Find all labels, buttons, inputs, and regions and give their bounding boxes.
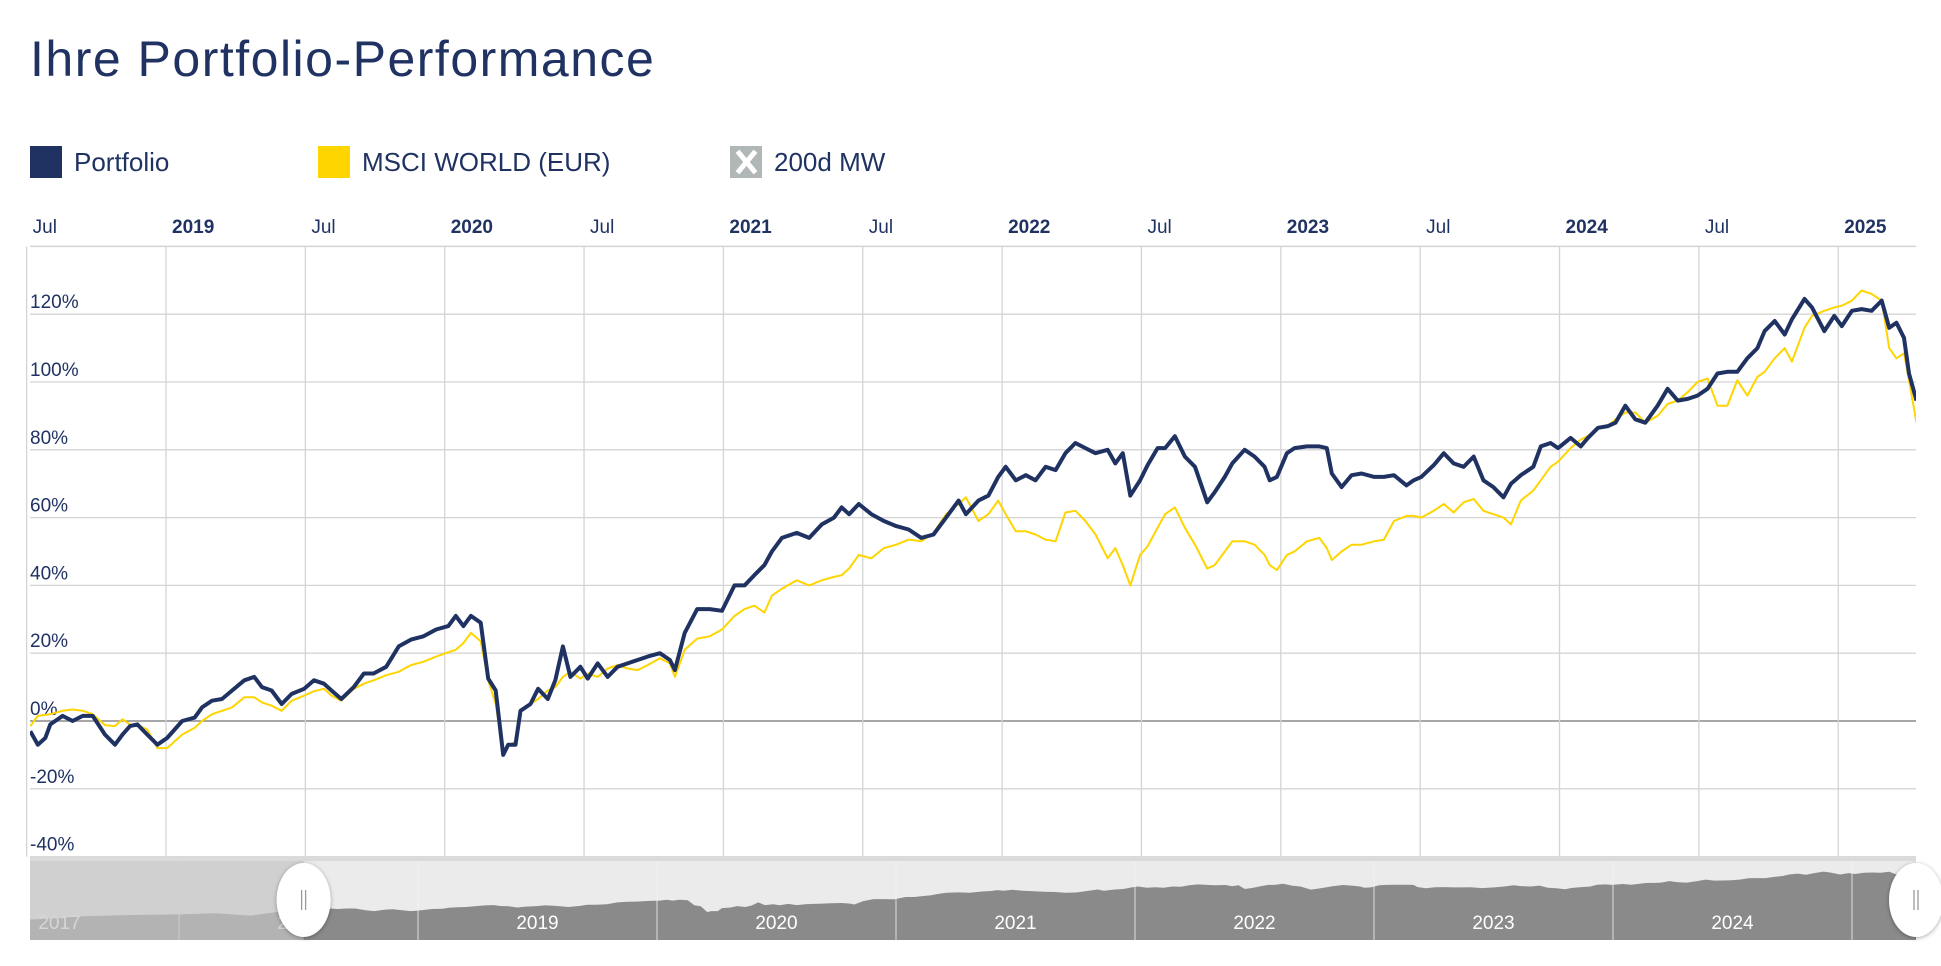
legend-item-portfolio[interactable]: Portfolio xyxy=(30,146,169,178)
navigator-year-label: 2021 xyxy=(994,913,1036,934)
msci-swatch-icon xyxy=(318,146,350,178)
legend-label: MSCI WORLD (EUR) xyxy=(362,146,611,177)
x-tick-label: 2022 xyxy=(1008,217,1050,238)
y-tick-label: 40% xyxy=(30,563,68,584)
x-axis: Jul 2019 Jul 2020 Jul 2021 Jul 2022 Jul 2023 Jul 20… xyxy=(33,217,1887,238)
page-title: Ihre Portfolio-Performance xyxy=(30,31,656,87)
y-axis: 120% 100% 80% 60% 40% 20% 0% -20% -40% xyxy=(30,292,79,855)
grid xyxy=(25,245,1916,858)
x-tick-label: Jul xyxy=(1147,217,1171,238)
disabled-x-icon xyxy=(730,146,762,178)
x-tick-label: Jul xyxy=(869,217,893,238)
x-tick-label: Jul xyxy=(33,217,57,238)
navigator-year-label: 2019 xyxy=(516,913,558,934)
navigator-area xyxy=(30,871,1916,940)
x-tick-label: 2024 xyxy=(1566,217,1609,238)
y-tick-label: 0% xyxy=(30,699,58,720)
navigator[interactable]: 20172018201920202021202220232024 xyxy=(30,856,1941,940)
x-tick-label: Jul xyxy=(311,217,335,238)
legend-label: Portfolio xyxy=(74,146,170,177)
y-tick-label: 100% xyxy=(30,360,79,381)
legend-item-msci-world[interactable]: MSCI WORLD (EUR) xyxy=(318,146,610,178)
handle-knob[interactable] xyxy=(276,863,331,937)
legend-item-200d-mw[interactable]: 200d MW xyxy=(730,146,885,178)
y-tick-label: 80% xyxy=(30,428,68,449)
navigator-year-label: 2023 xyxy=(1472,913,1514,934)
y-tick-label: 120% xyxy=(30,292,79,313)
handle-knob[interactable] xyxy=(1889,863,1941,937)
y-tick-label: -20% xyxy=(30,767,74,788)
x-tick-label: 2019 xyxy=(172,217,214,238)
x-tick-label: Jul xyxy=(1426,217,1450,238)
navigator-mask-left xyxy=(30,861,304,940)
series-layer xyxy=(30,289,1916,757)
legend-label: 200d MW xyxy=(774,146,886,177)
x-tick-label: 2025 xyxy=(1844,217,1887,238)
navigator-year-label: 2022 xyxy=(1233,913,1275,934)
x-tick-label: 2021 xyxy=(729,217,772,238)
navigator-year-label: 2020 xyxy=(755,913,797,934)
x-tick-label: 2023 xyxy=(1287,217,1329,238)
navigator-handle-left[interactable] xyxy=(276,863,331,937)
x-tick-label: Jul xyxy=(590,217,614,238)
portfolio-swatch-icon xyxy=(30,146,62,178)
y-tick-label: 60% xyxy=(30,496,68,517)
navigator-top-border xyxy=(30,856,1916,861)
series-line-portfolio xyxy=(30,296,1916,757)
navigator-year-label: 2024 xyxy=(1711,913,1754,934)
x-tick-label: 2020 xyxy=(451,217,493,238)
x-tick-label: Jul xyxy=(1705,217,1729,238)
y-tick-label: 20% xyxy=(30,631,68,652)
navigator-handle-right[interactable] xyxy=(1889,863,1941,937)
y-tick-label: -40% xyxy=(30,835,74,856)
